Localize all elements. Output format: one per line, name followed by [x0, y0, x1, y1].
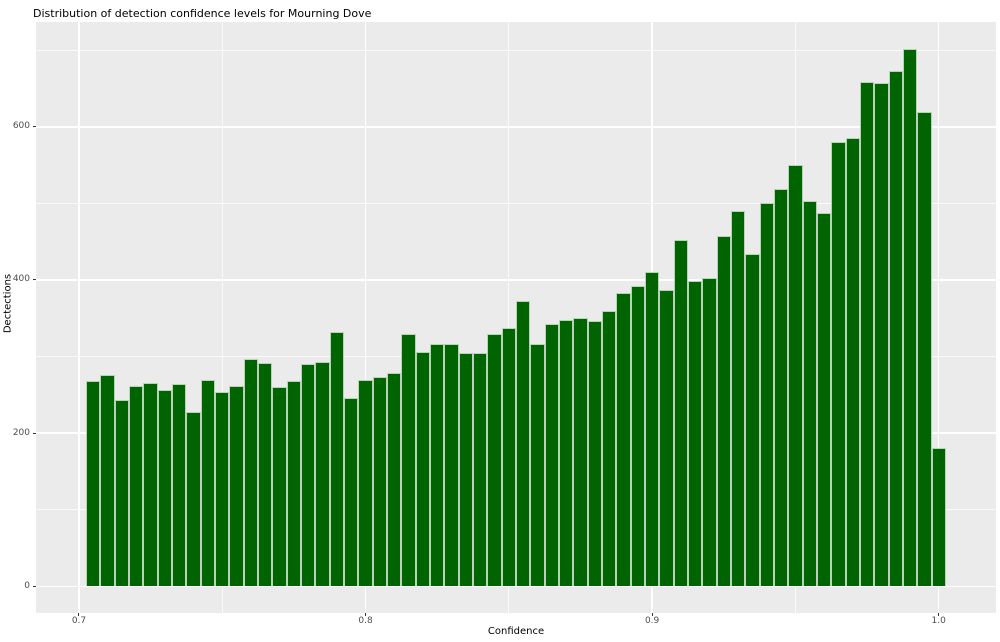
histogram-bar — [759, 202, 774, 587]
histogram-bar — [444, 343, 459, 587]
y-minor-gridline — [36, 49, 996, 51]
histogram-bar — [630, 286, 645, 587]
histogram-bar — [301, 364, 316, 587]
histogram-bar — [286, 381, 302, 587]
x-major-gridline — [364, 22, 367, 613]
histogram-bar — [544, 324, 559, 587]
x-tick-mark — [938, 613, 940, 616]
histogram-bar — [516, 301, 531, 587]
histogram-bar — [186, 411, 201, 587]
histogram-bar — [143, 382, 158, 587]
y-minor-gridline — [36, 203, 996, 204]
y-tick-mark — [33, 126, 36, 128]
histogram-bar — [917, 111, 932, 587]
y-major-gridline — [36, 279, 996, 281]
x-major-gridline — [78, 22, 80, 613]
y-tick-label: 0 — [24, 580, 30, 591]
histogram-bar — [659, 289, 674, 587]
y-tick-mark — [33, 432, 36, 434]
x-major-gridline — [937, 22, 940, 613]
histogram-bar — [258, 362, 273, 587]
histogram-bar — [773, 188, 789, 587]
histogram-bar — [215, 391, 230, 587]
histogram-bar — [430, 343, 445, 587]
histogram-bar — [616, 293, 631, 587]
histogram-bar — [845, 137, 860, 587]
x-tick-mark — [78, 613, 80, 616]
histogram-bar — [415, 351, 431, 587]
histogram-bar — [372, 377, 388, 587]
x-minor-gridline — [508, 22, 510, 613]
x-tick-mark — [651, 613, 653, 616]
histogram-bar — [888, 70, 903, 587]
x-minor-gridline — [221, 22, 223, 613]
histogram-bar — [86, 381, 101, 587]
histogram-bar — [816, 213, 832, 587]
y-tick-mark — [33, 585, 36, 587]
histogram-bar — [573, 318, 588, 587]
histogram-bar — [344, 397, 359, 587]
y-tick-label: 200 — [12, 427, 30, 438]
histogram-bar — [673, 240, 688, 587]
y-axis-title: Dectections — [2, 273, 14, 334]
histogram-bar — [587, 320, 602, 587]
histogram-bar — [702, 278, 717, 587]
histogram-bar — [601, 311, 617, 587]
x-tick-label: 0.9 — [644, 616, 660, 626]
x-axis-title: Confidence — [487, 626, 545, 637]
histogram-bar — [788, 165, 803, 587]
histogram-bar — [473, 353, 488, 587]
histogram-bar — [243, 358, 259, 587]
y-tick-label: 600 — [12, 121, 30, 132]
histogram-bar — [229, 386, 244, 587]
histogram-bar — [358, 380, 373, 587]
histogram-bar — [902, 48, 918, 587]
histogram-bar — [802, 201, 817, 587]
histogram-bar — [874, 83, 889, 587]
histogram-bar — [831, 142, 846, 587]
y-tick-mark — [33, 279, 36, 281]
x-tick-label: 1.0 — [931, 616, 946, 626]
histogram-bar — [129, 386, 144, 587]
histogram-bar — [401, 333, 416, 587]
histogram-bar — [487, 334, 502, 587]
y-major-gridline — [36, 126, 996, 128]
histogram-bar — [172, 384, 187, 587]
histogram-bar — [387, 373, 402, 587]
histogram-bar — [501, 328, 516, 587]
histogram-bar — [530, 343, 545, 587]
histogram-bar — [730, 211, 746, 587]
histogram-bar — [644, 272, 660, 587]
histogram-bar — [458, 352, 473, 587]
plot-panel — [36, 22, 996, 613]
histogram-bar — [558, 319, 574, 587]
histogram-bar — [931, 448, 946, 587]
histogram-bar — [100, 374, 115, 587]
histogram-bar — [272, 387, 287, 587]
histogram-bar — [687, 280, 703, 587]
x-tick-label: 0.8 — [358, 616, 373, 626]
chart-title: Distribution of detection confidence lev… — [33, 7, 372, 20]
histogram-bar — [315, 361, 330, 587]
histogram-bar — [114, 400, 130, 587]
histogram-bar — [745, 253, 760, 587]
histogram-bar — [329, 332, 345, 587]
x-tick-mark — [365, 613, 367, 616]
histogram-bar — [859, 81, 875, 587]
y-tick-label: 400 — [12, 274, 30, 285]
x-tick-label: 0.7 — [71, 616, 87, 626]
histogram-bar — [157, 390, 173, 587]
histogram-bar — [200, 379, 216, 587]
histogram-bar — [716, 235, 731, 587]
